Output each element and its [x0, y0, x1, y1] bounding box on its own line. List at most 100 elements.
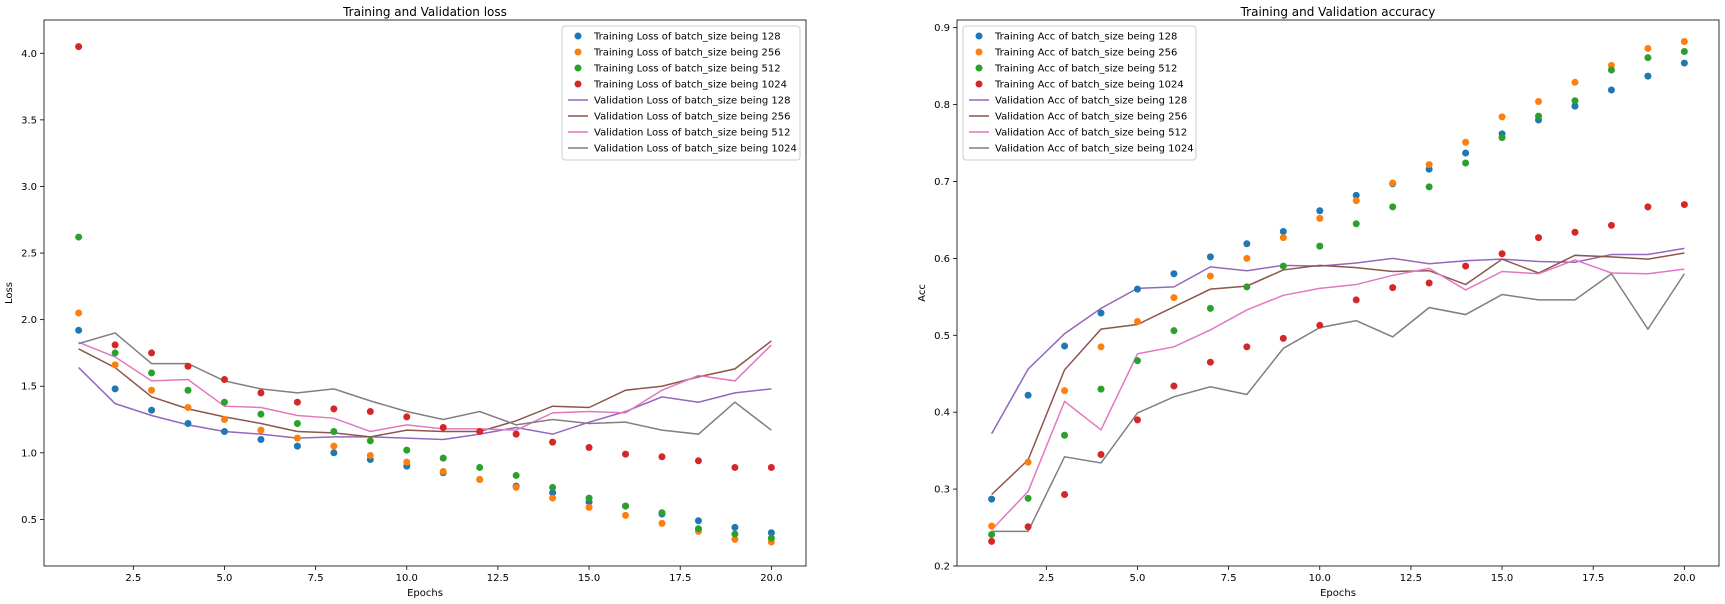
data-point	[1206, 358, 1214, 366]
legend-item: Training Loss of batch_size being 256	[574, 48, 781, 59]
y-tick-label: 0.9	[934, 23, 950, 34]
chart-title: Training and Validation accuracy	[1240, 5, 1436, 19]
data-point	[293, 420, 301, 428]
data-point	[1425, 279, 1433, 287]
data-point	[293, 434, 301, 442]
data-point	[293, 442, 301, 450]
data-point	[694, 525, 702, 533]
y-tick-label: 0.3	[934, 485, 950, 496]
data-point	[293, 398, 301, 406]
legend-marker-swatch	[975, 80, 983, 88]
legend-item: Validation Acc of batch_size being 128	[969, 96, 1187, 107]
data-point	[330, 427, 338, 435]
legend-marker-swatch	[975, 32, 983, 40]
series-line-6	[991, 259, 1685, 531]
y-tick-label: 0.4	[934, 408, 950, 419]
data-point	[1024, 523, 1032, 531]
x-tick-label: 7.5	[1221, 573, 1237, 584]
data-point	[220, 427, 228, 435]
x-tick-label: 15.0	[578, 573, 600, 584]
data-point	[1425, 183, 1433, 191]
data-point	[1644, 54, 1652, 62]
data-point	[585, 503, 593, 511]
legend-label: Training Loss of batch_size being 256	[593, 48, 781, 59]
data-point	[1498, 113, 1506, 121]
data-point	[1352, 296, 1360, 304]
legend-item: Training Loss of batch_size being 128	[574, 32, 781, 43]
data-point	[148, 406, 156, 414]
data-point	[1097, 385, 1105, 393]
data-point	[1024, 458, 1032, 466]
accuracy-chart: Training and Validation accuracy 2.5 5.0 7.…	[917, 5, 1720, 599]
legend-label: Validation Acc of batch_size being 1024	[995, 144, 1194, 155]
data-point	[1535, 98, 1543, 106]
x-tick-label: 2.5	[125, 573, 141, 584]
data-point	[220, 398, 228, 406]
series-line-4	[990, 247, 1685, 435]
data-point	[1498, 250, 1506, 258]
data-point	[1607, 221, 1615, 229]
data-point	[1097, 309, 1105, 317]
data-point	[1316, 207, 1324, 215]
series-line-5	[78, 340, 772, 438]
data-point	[1243, 240, 1251, 248]
data-point	[1680, 201, 1688, 209]
series-points-1	[75, 309, 775, 546]
data-point	[658, 453, 666, 461]
data-point	[1352, 220, 1360, 228]
legend: Training Loss of batch_size being 128 Tra…	[561, 25, 801, 161]
x-tick-label: 12.5	[1400, 573, 1422, 584]
data-point	[1097, 450, 1105, 458]
data-point	[111, 341, 119, 349]
data-point	[549, 494, 557, 502]
data-point	[767, 534, 775, 542]
data-point	[1607, 66, 1615, 74]
legend-marker-swatch	[975, 64, 983, 72]
data-point	[1425, 161, 1433, 169]
y-tick-label: 0.7	[934, 177, 950, 188]
legend-label: Validation Loss of batch_size being 256	[594, 112, 791, 123]
legend-item: Validation Loss of batch_size being 1024	[568, 144, 797, 155]
data-point	[694, 517, 702, 525]
data-point	[184, 404, 192, 412]
data-point	[622, 450, 630, 458]
data-point	[366, 451, 374, 459]
legend-item: Training Acc of batch_size being 512	[975, 64, 1177, 75]
legend-item: Training Acc of batch_size being 256	[975, 48, 1177, 59]
data-point	[1644, 72, 1652, 80]
legend-marker-swatch	[574, 48, 582, 56]
data-point	[1462, 159, 1470, 167]
series-line-4	[78, 367, 772, 441]
data-point	[1133, 416, 1141, 424]
data-point	[1462, 149, 1470, 157]
data-point	[1680, 48, 1688, 56]
legend-item: Training Acc of batch_size being 1024	[975, 80, 1184, 91]
data-point	[1133, 285, 1141, 293]
x-tick-label: 2.5	[1038, 573, 1054, 584]
data-point	[476, 427, 484, 435]
series-points-3	[75, 43, 775, 471]
data-point	[694, 457, 702, 465]
legend-item: Training Loss of batch_size being 512	[574, 64, 781, 75]
legend-label: Validation Loss of batch_size being 128	[594, 96, 791, 107]
data-point	[1279, 334, 1287, 342]
data-point	[257, 435, 265, 443]
data-point	[330, 449, 338, 457]
x-axis-label: Epochs	[407, 588, 443, 599]
data-point	[1352, 197, 1360, 205]
data-point	[1133, 357, 1141, 365]
legend-label: Training Acc of batch_size being 256	[994, 48, 1177, 59]
data-point	[1316, 242, 1324, 250]
data-point	[1389, 179, 1397, 187]
legend-label: Training Acc of batch_size being 1024	[994, 80, 1184, 91]
data-point	[1061, 431, 1069, 439]
y-axis-label: Acc	[917, 284, 928, 302]
legend-label: Training Loss of batch_size being 512	[593, 64, 781, 75]
legend-item: Validation Acc of batch_size being 256	[969, 112, 1187, 123]
data-point	[439, 467, 447, 475]
data-point	[731, 463, 739, 471]
data-point	[1279, 262, 1287, 270]
legend-label: Training Acc of batch_size being 512	[994, 64, 1177, 75]
data-point	[658, 519, 666, 527]
data-point	[622, 502, 630, 510]
